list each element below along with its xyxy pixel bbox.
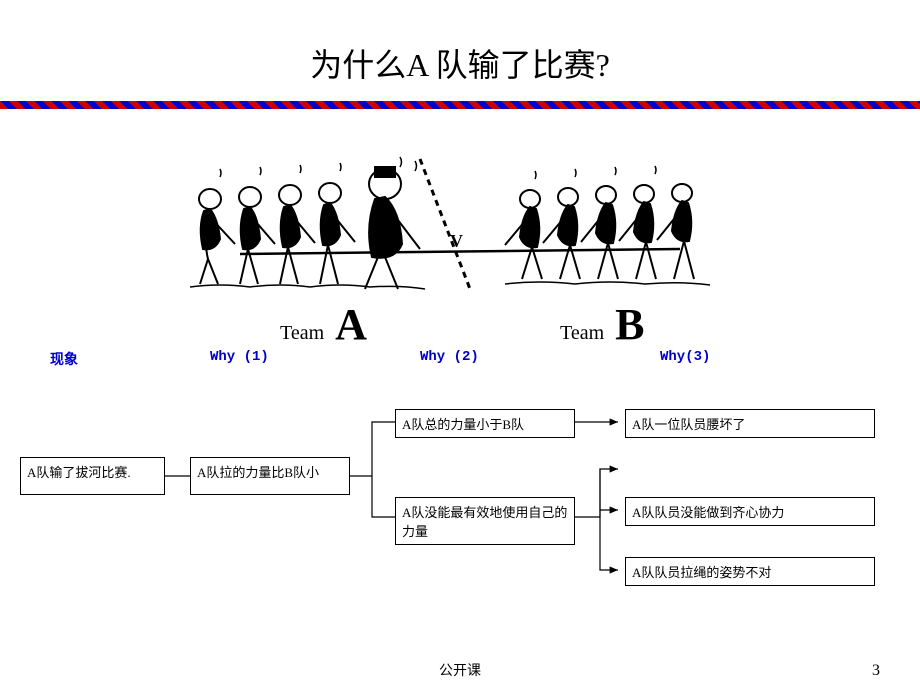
node-why2a: A队总的力量小于B队 bbox=[395, 409, 575, 438]
page-title: 为什么A 队输了比赛? bbox=[0, 0, 920, 101]
node-why3b: A队队员没能做到齐心协力 bbox=[625, 497, 875, 526]
divider-stripe bbox=[0, 101, 920, 109]
node-why3a: A队一位队员腰坏了 bbox=[625, 409, 875, 438]
header-why1: Why (1) bbox=[180, 349, 380, 369]
page-number: 3 bbox=[872, 662, 880, 680]
team-a-text: Team bbox=[280, 322, 324, 344]
header-phenomenon: 现象 bbox=[20, 349, 180, 369]
node-phenomenon: A队输了拔河比赛. bbox=[20, 457, 165, 495]
tug-of-war-illustration: V bbox=[160, 139, 760, 329]
footer-center-text: 公开课 bbox=[439, 660, 481, 680]
team-b-text: Team bbox=[560, 322, 604, 344]
node-why2b: A队没能最有效地使用自己的力量 bbox=[395, 497, 575, 545]
tug-of-war-svg: V bbox=[160, 139, 760, 329]
header-why3: Why(3) bbox=[600, 349, 710, 369]
node-why3c: A队队员拉绳的姿势不对 bbox=[625, 557, 875, 586]
flowchart: A队输了拔河比赛. A队拉的力量比B队小 A队总的力量小于B队 A队没能最有效地… bbox=[0, 379, 920, 599]
header-why2: Why (2) bbox=[380, 349, 600, 369]
column-headers: 现象 Why (1) Why (2) Why(3) bbox=[0, 329, 920, 369]
team-b-letter: B bbox=[615, 300, 644, 349]
team-a-label: Team A bbox=[280, 299, 367, 350]
team-b-label: Team B bbox=[560, 299, 645, 350]
node-why1: A队拉的力量比B队小 bbox=[190, 457, 350, 495]
team-a-letter: A bbox=[335, 300, 367, 349]
